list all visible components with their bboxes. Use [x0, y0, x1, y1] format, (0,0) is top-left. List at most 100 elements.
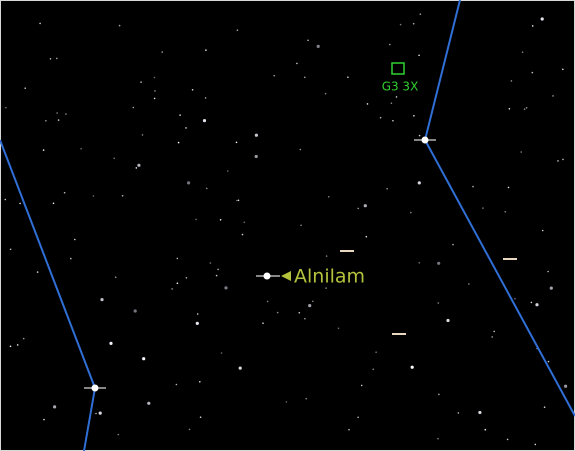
star [185, 277, 188, 279]
star [235, 141, 238, 144]
star [410, 211, 412, 214]
star [557, 160, 559, 162]
star [305, 397, 308, 400]
star [304, 76, 306, 79]
star [523, 108, 526, 110]
star [562, 158, 564, 161]
star [412, 22, 415, 25]
star [202, 119, 207, 123]
object-label[interactable]: G3 3X [382, 80, 419, 94]
star [437, 302, 440, 304]
star [296, 62, 298, 65]
star [325, 287, 327, 289]
bright-star[interactable] [256, 272, 280, 280]
star [100, 298, 104, 302]
star [191, 89, 194, 91]
star [418, 262, 421, 264]
star [187, 181, 191, 185]
star [386, 188, 388, 190]
star [418, 134, 421, 137]
star [552, 95, 554, 97]
star [154, 90, 156, 92]
star [36, 271, 39, 273]
star [135, 167, 138, 169]
star [304, 317, 306, 320]
star [236, 29, 239, 32]
star [327, 196, 330, 198]
star [185, 127, 187, 129]
star [80, 148, 82, 150]
star [205, 49, 207, 51]
star [206, 187, 208, 190]
star [521, 51, 524, 53]
object-marker[interactable] [391, 62, 405, 75]
star [363, 204, 367, 208]
star [266, 300, 269, 303]
star [238, 366, 242, 370]
star [316, 44, 320, 49]
star [220, 352, 223, 354]
star [237, 199, 240, 202]
star [325, 255, 328, 257]
star [564, 384, 568, 388]
star [418, 54, 420, 57]
star [204, 97, 207, 99]
star [395, 96, 398, 98]
star [347, 76, 349, 78]
star [307, 39, 309, 42]
star [219, 219, 222, 221]
star [133, 309, 137, 313]
star [177, 141, 180, 144]
star [56, 112, 58, 114]
star [357, 416, 359, 419]
star [337, 327, 340, 330]
star [39, 22, 41, 25]
bright-star [84, 384, 106, 392]
star [366, 103, 369, 105]
label-pointer [281, 271, 291, 281]
star [254, 154, 258, 159]
star [195, 218, 197, 221]
star [437, 261, 441, 265]
star [276, 311, 279, 314]
star [227, 170, 229, 172]
star [312, 300, 314, 303]
star [298, 311, 301, 314]
star [199, 416, 202, 419]
star [468, 283, 470, 285]
star [195, 321, 199, 325]
star [410, 365, 414, 369]
star [535, 303, 539, 307]
bright-star [414, 136, 436, 144]
star [493, 330, 496, 333]
star [299, 148, 302, 151]
star [113, 157, 115, 160]
star-label[interactable]: Alnilam [294, 266, 365, 288]
star [243, 221, 246, 224]
star [121, 195, 124, 197]
star [273, 74, 276, 77]
star [504, 211, 507, 213]
star [534, 443, 537, 446]
star [541, 229, 544, 232]
star [199, 381, 201, 383]
star [109, 341, 113, 345]
star [74, 238, 76, 241]
star [179, 114, 181, 116]
star [153, 97, 156, 100]
star [95, 412, 97, 415]
star [176, 257, 179, 260]
star [389, 43, 391, 46]
star [56, 57, 58, 60]
star [16, 344, 19, 346]
star [392, 119, 394, 122]
star [98, 411, 102, 415]
star [478, 410, 482, 415]
star [262, 322, 264, 325]
star [357, 207, 360, 210]
star [22, 337, 25, 340]
star [324, 92, 327, 95]
star [530, 301, 533, 304]
star [141, 134, 144, 136]
